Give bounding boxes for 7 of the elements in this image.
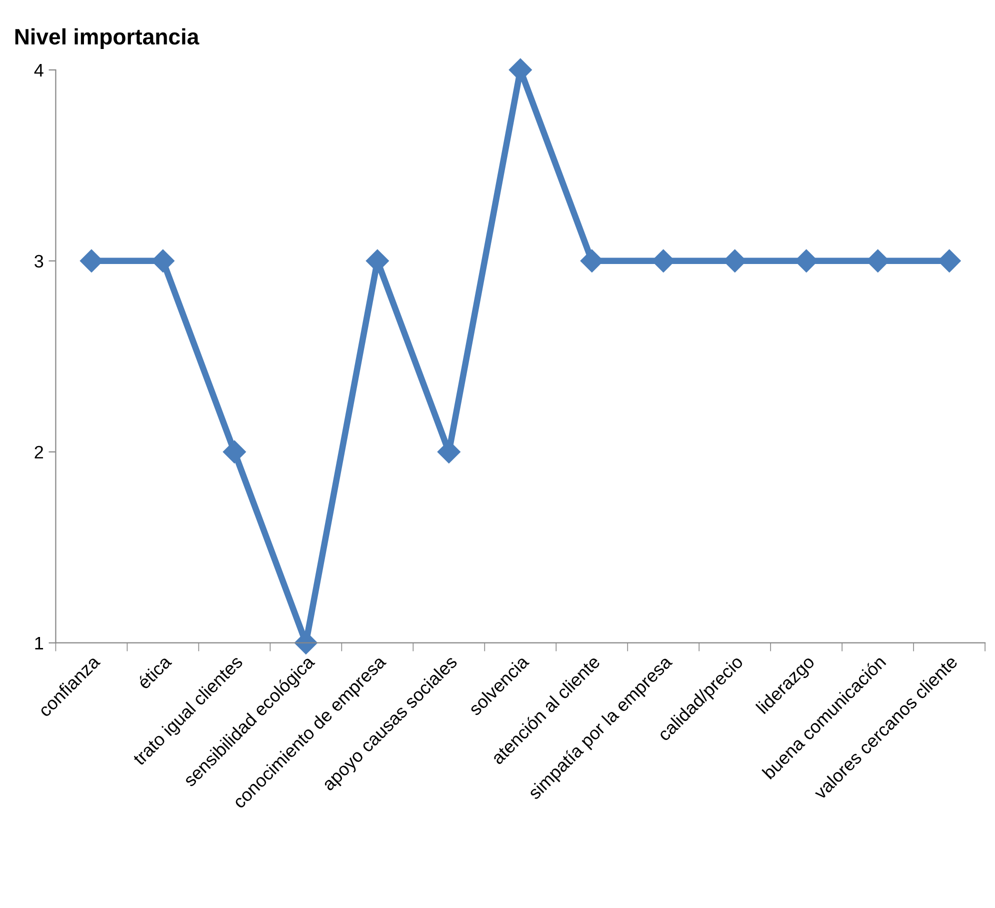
x-tick-label: ética xyxy=(136,654,172,690)
point xyxy=(222,440,246,464)
chart-title: Nivel importancia xyxy=(15,28,200,50)
y-tick-label: 4 xyxy=(34,64,44,76)
y-tick-label: 1 xyxy=(35,636,44,650)
y-tick-label: 2 xyxy=(34,446,44,458)
y-tick-label: 3 xyxy=(34,254,44,268)
